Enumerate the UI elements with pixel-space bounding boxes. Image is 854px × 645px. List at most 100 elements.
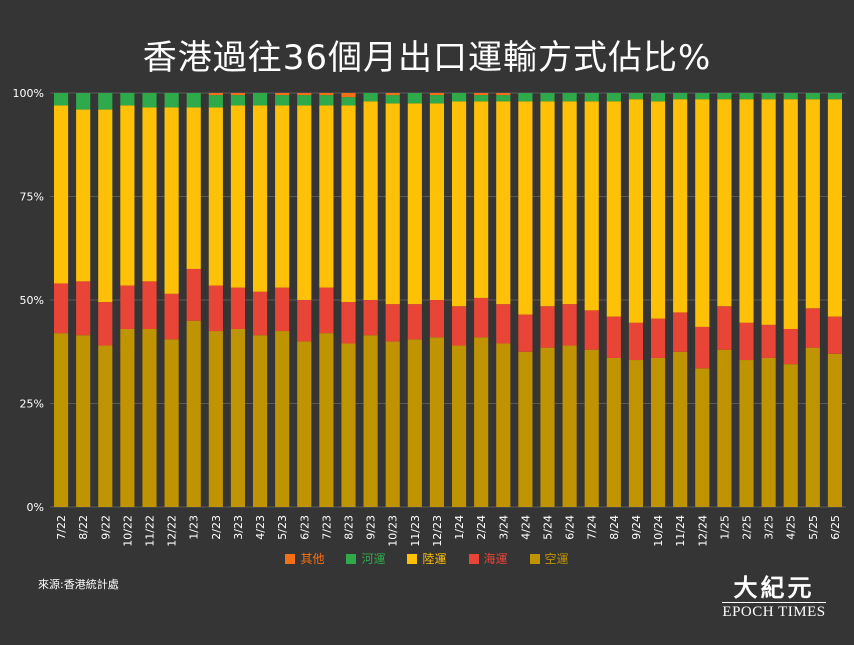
bar-segment [297, 341, 312, 507]
y-tick-label: 25% [20, 398, 44, 411]
y-tick-label: 0% [27, 501, 44, 514]
bar-segment [164, 293, 179, 340]
bar-segment [429, 300, 445, 338]
bar-segment [186, 107, 201, 269]
y-tick-label: 75% [20, 191, 44, 204]
bar-segment [606, 357, 621, 507]
x-tick-label: 1/23 [188, 515, 201, 540]
bar-segment [319, 105, 334, 288]
legend-item: 其他 [285, 550, 324, 567]
epoch-times-logo: 大紀元 EPOCH TIMES [722, 574, 826, 626]
logo-chinese-text: 大紀元 [733, 573, 815, 602]
x-tick-label: 2/24 [475, 515, 488, 540]
bar-segment [142, 281, 157, 329]
x-tick-label: 5/23 [276, 515, 289, 540]
bar-segment [341, 93, 356, 98]
bar-segment [650, 357, 666, 507]
bar-segment [341, 302, 356, 344]
bar-segment [451, 306, 467, 346]
bar-segment [407, 339, 422, 507]
bar-segment [142, 328, 157, 507]
x-tick-label: 6/25 [829, 515, 842, 540]
bar-segment [673, 351, 688, 507]
bar-segment [53, 283, 69, 334]
bar-segment [319, 93, 334, 96]
bar-segment [53, 93, 69, 106]
bar-segment [230, 93, 246, 96]
legend-item: 陸運 [407, 550, 447, 567]
legend-swatch [407, 553, 418, 564]
bar-segment [474, 297, 489, 338]
x-tick-label: 1/24 [453, 515, 466, 540]
bar-segment [673, 312, 688, 352]
bar-segment [363, 335, 378, 507]
bar-segment [606, 316, 621, 358]
bar-segment [783, 99, 798, 329]
bar-segment [628, 360, 644, 507]
bar-segment [341, 105, 356, 303]
bar-segment [208, 331, 223, 507]
bar-segment [761, 324, 776, 358]
bar-segment [429, 95, 445, 104]
x-tick-label: 8/22 [77, 515, 90, 540]
bar-segment [120, 105, 135, 286]
bar-segment [562, 93, 577, 102]
bar-segment [429, 103, 445, 300]
legend-swatch [468, 553, 479, 564]
bar-segment [76, 109, 91, 282]
x-tick-label: 4/25 [785, 515, 798, 540]
bar-segment [827, 93, 843, 100]
bar-segment [407, 103, 422, 305]
bar-segment [385, 93, 400, 96]
x-tick-label: 6/23 [298, 515, 311, 540]
bar-segment [739, 322, 754, 361]
bar-segment [319, 287, 334, 334]
x-tick-label: 2/23 [210, 515, 223, 540]
bar-segment [407, 93, 422, 104]
legend-item: 空運 [529, 550, 569, 567]
bar-segment [717, 306, 732, 350]
bar-segment [208, 285, 223, 332]
bar-segment [98, 302, 113, 346]
bar-segment [53, 105, 69, 284]
legend-swatch [529, 553, 540, 564]
bar-segment [783, 328, 798, 365]
x-tick-label: 8/23 [343, 515, 356, 540]
bar-segment [496, 343, 511, 507]
legend-label: 其他 [300, 552, 325, 566]
bar-segment [584, 93, 599, 102]
bar-segment [628, 322, 644, 361]
x-tick-label: 1/25 [718, 515, 731, 540]
bar-segment [98, 93, 113, 110]
bar-segment [518, 101, 533, 315]
x-tick-label: 9/22 [99, 515, 112, 540]
bar-segment [739, 93, 754, 100]
bar-segment [518, 351, 533, 507]
bar-segment [76, 93, 91, 110]
bar-segment [584, 101, 599, 311]
bar-segment [275, 105, 290, 288]
legend-swatch [346, 553, 357, 564]
bar-segment [363, 300, 378, 336]
bar-segment [695, 326, 710, 369]
bar-segment [275, 287, 290, 332]
bar-segment [341, 343, 356, 507]
bar-segment [496, 93, 511, 96]
x-tick-label: 12/23 [431, 515, 444, 547]
bar-segment [252, 105, 268, 292]
bar-segment [186, 268, 201, 321]
x-tick-label: 8/24 [608, 515, 621, 540]
bar-segment [120, 328, 135, 507]
x-tick-label: 12/22 [166, 515, 179, 547]
x-tick-label: 10/23 [387, 515, 400, 547]
y-tick-label: 100% [13, 87, 44, 100]
bar-segment [252, 335, 268, 507]
legend-label: 海運 [483, 552, 508, 566]
x-tick-label: 11/23 [409, 515, 422, 547]
bar-segment [429, 337, 445, 507]
bar-segment [695, 93, 710, 100]
bar-segment [606, 101, 621, 317]
bar-segment [275, 93, 290, 96]
legend-label: 河運 [361, 552, 386, 566]
x-tick-label: 11/24 [674, 515, 687, 547]
